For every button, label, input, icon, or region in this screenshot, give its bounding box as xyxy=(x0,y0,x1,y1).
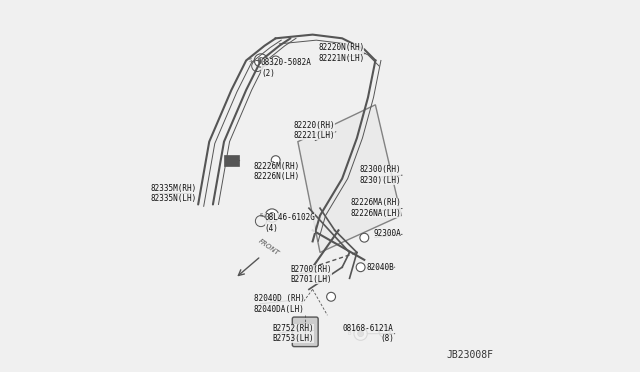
Circle shape xyxy=(266,209,278,222)
Polygon shape xyxy=(224,155,239,166)
Text: FRONT: FRONT xyxy=(257,238,280,256)
Text: B: B xyxy=(348,331,351,336)
Circle shape xyxy=(269,212,275,218)
Text: S: S xyxy=(248,58,252,63)
Circle shape xyxy=(271,156,280,164)
Text: S: S xyxy=(259,213,263,218)
Text: 82226MA(RH)
82226NA(LH): 82226MA(RH) 82226NA(LH) xyxy=(350,198,401,218)
Text: 92300A: 92300A xyxy=(374,230,401,238)
Circle shape xyxy=(356,263,365,272)
Circle shape xyxy=(271,56,280,65)
Polygon shape xyxy=(298,105,401,253)
FancyBboxPatch shape xyxy=(292,317,318,347)
Text: 08320-5082A
(2): 08320-5082A (2) xyxy=(261,58,312,77)
Circle shape xyxy=(356,329,365,338)
Text: 82300(RH)
8230)(LH): 82300(RH) 8230)(LH) xyxy=(360,165,401,185)
Text: B2700(RH)
B2701(LH): B2700(RH) B2701(LH) xyxy=(291,265,332,284)
Circle shape xyxy=(254,54,268,67)
Circle shape xyxy=(354,327,367,340)
Text: 08168-6121A
(8): 08168-6121A (8) xyxy=(343,324,394,343)
Circle shape xyxy=(326,292,335,301)
Text: 82226M(RH)
82226N(LH): 82226M(RH) 82226N(LH) xyxy=(253,161,300,181)
Text: B2752(RH)
B2753(LH): B2752(RH) B2753(LH) xyxy=(272,324,314,343)
Text: 82040B: 82040B xyxy=(366,263,394,272)
Text: 82220N(RH)
82221N(LH): 82220N(RH) 82221N(LH) xyxy=(318,44,364,63)
Circle shape xyxy=(360,233,369,242)
Circle shape xyxy=(258,58,264,63)
Text: 82220(RH)
82221(LH): 82220(RH) 82221(LH) xyxy=(293,121,335,140)
Circle shape xyxy=(268,211,276,220)
Text: 08L46-6102G
(4): 08L46-6102G (4) xyxy=(264,213,316,232)
Text: 82040D (RH)
82040DA(LH): 82040D (RH) 82040DA(LH) xyxy=(253,295,305,314)
Circle shape xyxy=(358,331,364,337)
Text: JB23008F: JB23008F xyxy=(447,350,493,359)
Text: 82335M(RH)
82335N(LH): 82335M(RH) 82335N(LH) xyxy=(150,184,196,203)
